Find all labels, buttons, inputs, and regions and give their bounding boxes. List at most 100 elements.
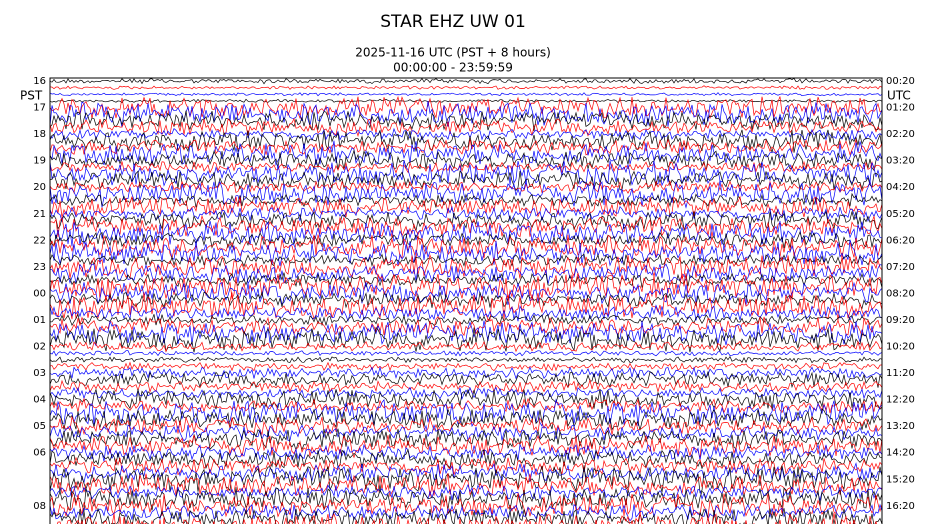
trace xyxy=(50,85,882,90)
trace xyxy=(50,281,882,306)
right-tick-label: 02:20 xyxy=(886,129,915,140)
right-tick-label: 06:20 xyxy=(886,235,915,246)
left-tick-label: 06 xyxy=(33,448,46,459)
trace xyxy=(50,170,882,192)
right-tick-label: 09:20 xyxy=(886,315,915,326)
left-tick-label: 23 xyxy=(33,262,46,273)
title: STAR EHZ UW 01 xyxy=(380,12,526,32)
left-tick-label: 16 xyxy=(33,76,46,87)
trace xyxy=(50,292,882,321)
left-tick-label: 05 xyxy=(33,421,46,432)
trace xyxy=(50,424,882,442)
trace xyxy=(50,483,882,502)
right-tick-label: 01:20 xyxy=(886,103,915,114)
trace xyxy=(50,263,882,286)
trace xyxy=(50,350,882,357)
left-tick-label: 19 xyxy=(33,156,46,167)
trace xyxy=(50,443,882,462)
trace xyxy=(50,230,882,249)
trace xyxy=(50,291,882,310)
left-tick-label: 21 xyxy=(33,209,46,220)
left-tick-label: 22 xyxy=(33,235,46,246)
left-tick-label: 02 xyxy=(33,342,46,353)
trace xyxy=(50,110,882,132)
left-tick-label: 04 xyxy=(33,395,46,406)
subtitle: 00:00:00 - 23:59:59 xyxy=(393,61,513,75)
trace xyxy=(50,462,882,484)
trace xyxy=(50,456,882,477)
trace xyxy=(50,408,882,431)
left-tick-label: 00 xyxy=(33,288,46,299)
right-tick-label: 16:20 xyxy=(886,501,915,512)
trace xyxy=(50,140,882,167)
left-tick-label: 17 xyxy=(33,103,46,114)
right-axis-label: UTC xyxy=(887,89,911,103)
trace xyxy=(50,370,882,389)
trace xyxy=(50,398,882,428)
trace xyxy=(50,386,882,401)
trace xyxy=(50,234,882,260)
trace xyxy=(50,129,882,154)
trace xyxy=(50,493,882,518)
right-tick-label: 03:20 xyxy=(886,156,915,167)
trace xyxy=(50,507,882,524)
right-tick-label: 07:20 xyxy=(886,262,915,273)
right-tick-label: 12:20 xyxy=(886,395,915,406)
subtitle: 2025-11-16 UTC (PST + 8 hours) xyxy=(355,46,551,60)
trace xyxy=(50,304,882,322)
trace xyxy=(50,355,882,364)
left-tick-label: 01 xyxy=(33,315,46,326)
trace xyxy=(50,192,882,208)
right-tick-label: 04:20 xyxy=(886,182,915,193)
trace xyxy=(50,313,882,327)
plot-frame xyxy=(49,77,883,524)
trace xyxy=(50,220,882,247)
trace xyxy=(50,388,882,411)
left-tick-label: 18 xyxy=(33,129,46,140)
trace xyxy=(50,272,882,301)
trace xyxy=(50,127,882,141)
trace xyxy=(50,415,882,436)
right-tick-label: 13:20 xyxy=(886,421,915,432)
trace xyxy=(50,98,882,103)
right-tick-label: 08:20 xyxy=(886,288,915,299)
trace xyxy=(50,465,882,494)
trace xyxy=(50,340,882,353)
trace xyxy=(50,253,882,279)
trace xyxy=(50,210,882,232)
trace xyxy=(50,320,882,347)
trace xyxy=(50,117,882,138)
right-tick-label: 11:20 xyxy=(886,368,915,379)
trace xyxy=(50,487,882,512)
left-tick-label: 08 xyxy=(33,501,46,512)
trace xyxy=(50,272,882,288)
trace xyxy=(50,100,882,128)
left-tick-label: 03 xyxy=(33,368,46,379)
trace xyxy=(50,149,882,172)
trace xyxy=(50,428,882,452)
traces xyxy=(50,78,882,524)
right-tick-label: 00:20 xyxy=(886,76,915,87)
right-tick-label: 10:20 xyxy=(886,342,915,353)
trace xyxy=(50,361,882,372)
right-tick-label: 05:20 xyxy=(886,209,915,220)
trace xyxy=(50,180,882,209)
trace xyxy=(50,316,882,337)
trace xyxy=(50,503,882,522)
right-tick-label: 15:20 xyxy=(886,474,915,485)
trace xyxy=(50,378,882,394)
trace xyxy=(50,78,882,85)
trace xyxy=(50,92,882,97)
trace xyxy=(50,366,882,380)
right-tick-label: 14:20 xyxy=(886,448,915,459)
trace xyxy=(50,160,882,174)
left-tick-label: 20 xyxy=(33,182,46,193)
trace xyxy=(50,195,882,218)
left-axis-label: PST xyxy=(20,89,43,103)
trace xyxy=(50,214,882,239)
trace xyxy=(50,180,882,195)
trace xyxy=(50,448,882,470)
trace xyxy=(50,473,882,498)
trace xyxy=(50,326,882,353)
